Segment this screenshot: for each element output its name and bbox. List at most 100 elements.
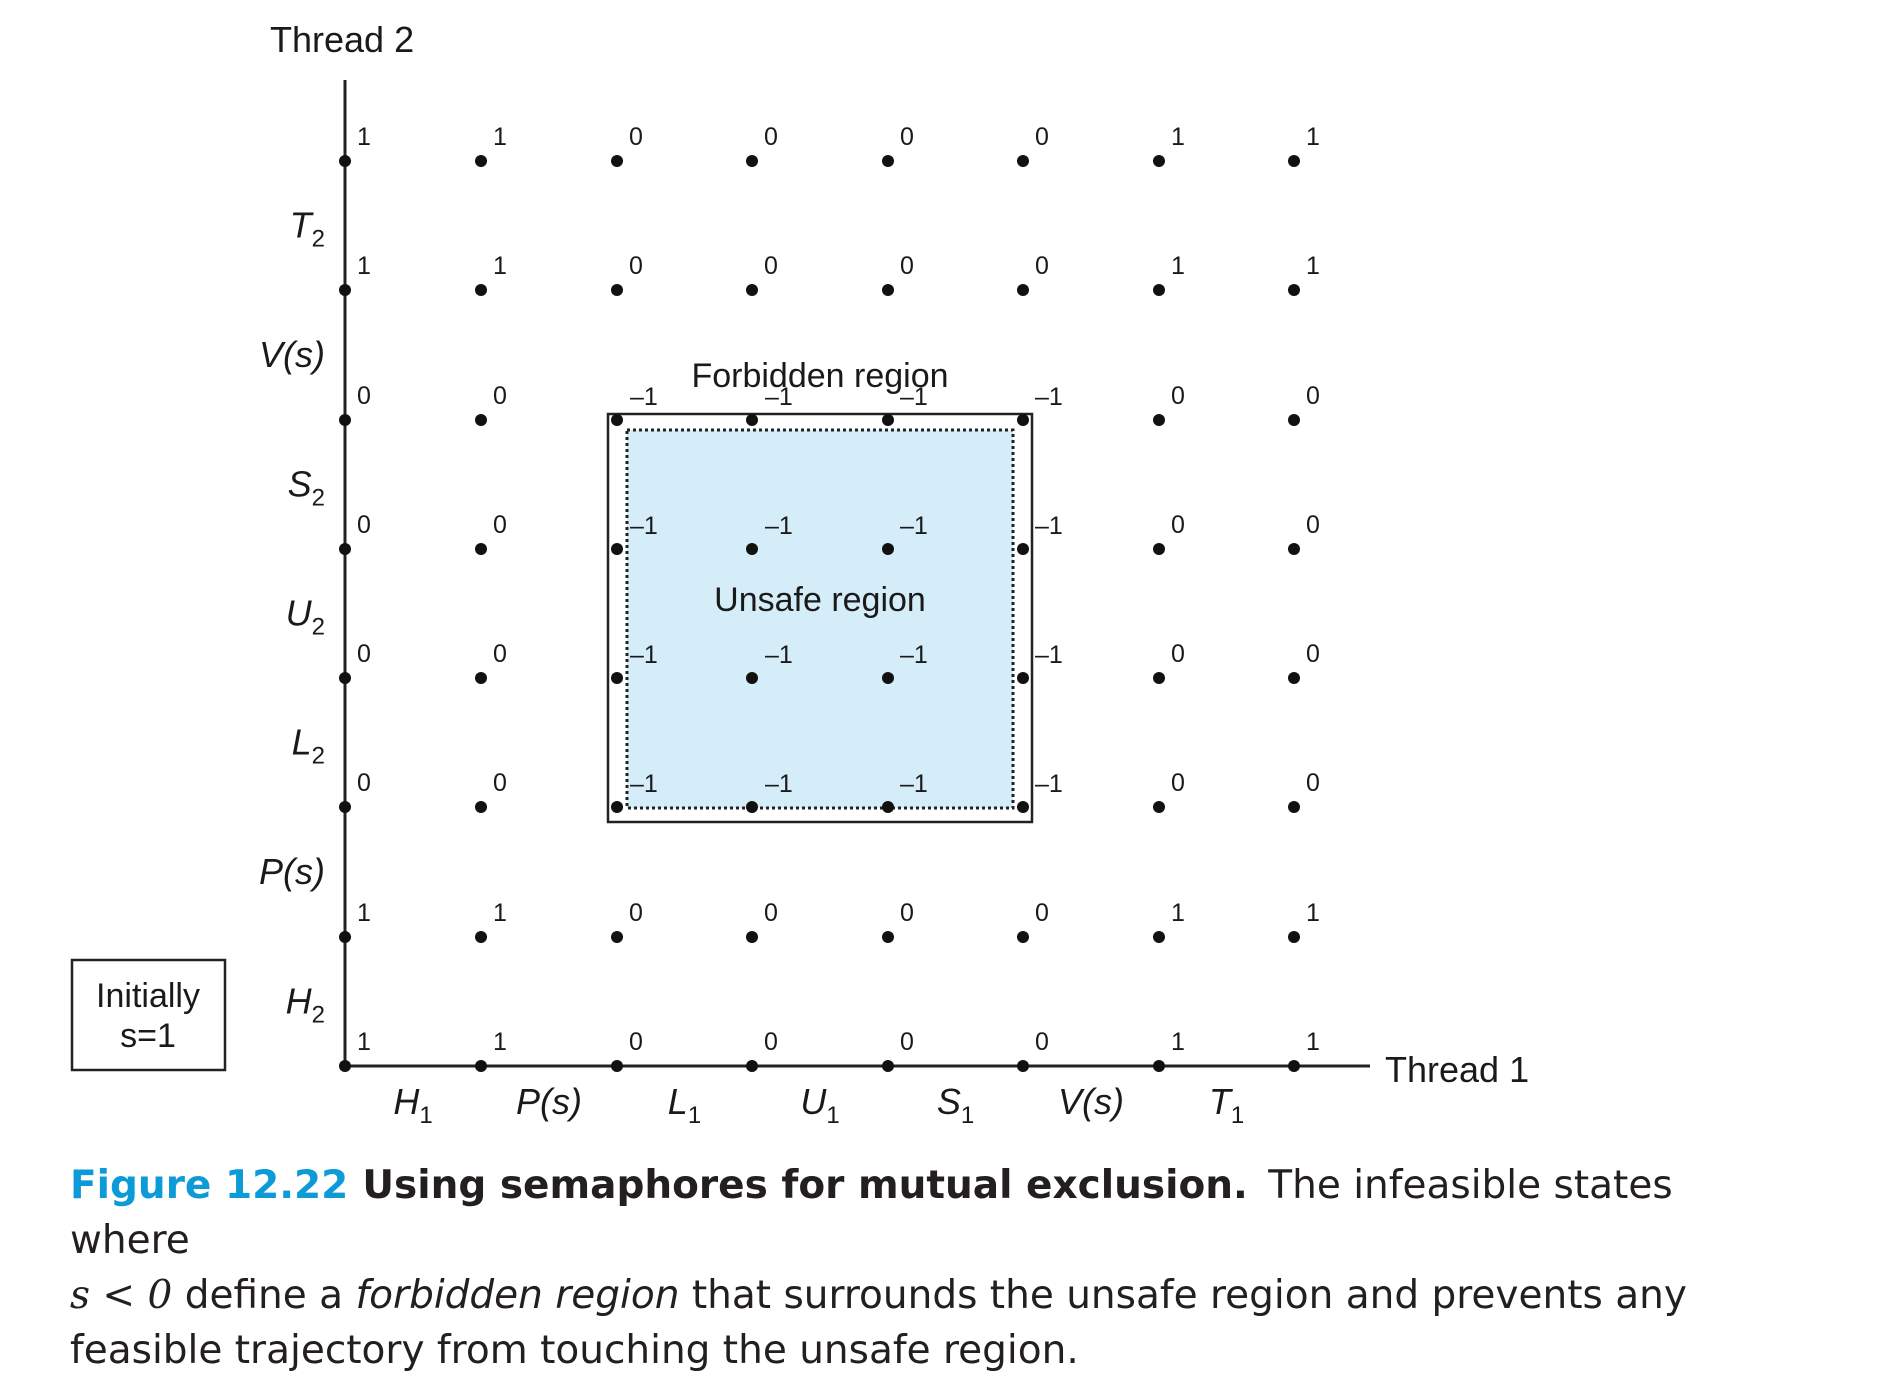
forbidden-state-value: –1 [1035,641,1063,669]
forbidden-state-value: –1 [765,770,793,798]
x-tick-label-5: V(s) [1058,1081,1124,1122]
state-value: 0 [1306,640,1320,668]
state-point [1288,801,1300,813]
state-point [746,1060,758,1072]
state-point [746,931,758,943]
state-value: 1 [357,899,371,927]
state-point [339,414,351,426]
state-point [1288,931,1300,943]
state-value: 0 [629,899,643,927]
state-point [1017,414,1029,426]
y-tick-label-5: V(s) [259,334,325,375]
state-value: 1 [493,123,507,151]
state-point [882,414,894,426]
state-point [882,543,894,555]
state-point [339,931,351,943]
state-point [339,1060,351,1072]
state-point [339,672,351,684]
forbidden-state-value: –1 [630,641,658,669]
state-point [882,931,894,943]
state-value: 0 [900,252,914,280]
state-point [339,284,351,296]
state-value: 0 [357,382,371,410]
state-point [611,801,623,813]
state-value: 0 [357,769,371,797]
state-point [475,1060,487,1072]
forbidden-state-value: –1 [630,512,658,540]
initial-state-box [70,958,227,1072]
caption-text-1: The infeasible states where [70,1163,1673,1263]
state-value: 0 [1035,1028,1049,1056]
forbidden-state-value: –1 [765,641,793,669]
state-point [746,543,758,555]
state-point [1017,801,1029,813]
forbidden-state-value: –1 [630,770,658,798]
state-value: 1 [493,899,507,927]
caption-math: s < 0 [70,1273,173,1318]
state-value: 1 [357,123,371,151]
state-value: 1 [1306,123,1320,151]
state-point [746,414,758,426]
state-point [475,543,487,555]
x-axis-title: Thread 1 [1385,1049,1529,1090]
state-point [1153,155,1165,167]
state-value: 0 [357,511,371,539]
state-point [1017,543,1029,555]
state-value: 0 [900,899,914,927]
unsafe-region [627,430,1013,808]
state-point [746,284,758,296]
x-tick-label-4: S1 [937,1081,974,1129]
state-point [475,672,487,684]
y-tick-label-1: P(s) [259,851,325,892]
state-point [475,155,487,167]
state-point [1017,284,1029,296]
figure-caption: Figure 12.22 Using semaphores for mutual … [70,1158,1770,1378]
state-point [882,1060,894,1072]
state-value: 1 [493,1028,507,1056]
state-point [1153,414,1165,426]
state-value: 0 [629,252,643,280]
state-point [1288,543,1300,555]
state-value: 1 [1171,123,1185,151]
forbidden-state-value: –1 [900,641,928,669]
x-tick-label-3: U1 [800,1081,839,1129]
state-value: 0 [1171,382,1185,410]
state-value: 0 [493,382,507,410]
forbidden-state-value: –1 [1035,512,1063,540]
state-point [1288,672,1300,684]
state-value: 1 [1171,1028,1185,1056]
state-point [1288,1060,1300,1072]
state-value: 0 [764,1028,778,1056]
state-value: 0 [1035,899,1049,927]
state-point [1288,414,1300,426]
state-value: 0 [764,899,778,927]
state-value: 1 [1171,252,1185,280]
y-tick-label-2: L2 [292,722,325,770]
x-tick-label-1: P(s) [516,1081,582,1122]
state-point [746,155,758,167]
state-value: 0 [629,1028,643,1056]
forbidden-region-border [606,412,1034,824]
forbidden-state-value: –1 [630,383,658,411]
state-point [611,414,623,426]
state-value: 0 [1306,511,1320,539]
state-value: 0 [900,1028,914,1056]
state-value: 0 [1035,123,1049,151]
state-point [611,672,623,684]
state-value: 1 [1306,899,1320,927]
state-point [611,155,623,167]
state-value: 1 [357,252,371,280]
forbidden-state-value: –1 [1035,383,1063,411]
x-tick-label-2: L1 [668,1081,701,1129]
unsafe-region-border [625,428,1015,810]
state-value: 1 [1306,252,1320,280]
caption-emphasis: forbidden region [355,1273,680,1318]
state-point [1288,284,1300,296]
state-point [882,155,894,167]
state-value: 0 [764,123,778,151]
y-tick-label-3: U2 [286,593,325,641]
state-value: 1 [1171,899,1185,927]
state-value: 0 [1171,640,1185,668]
state-value: 0 [357,640,371,668]
state-point [1017,931,1029,943]
